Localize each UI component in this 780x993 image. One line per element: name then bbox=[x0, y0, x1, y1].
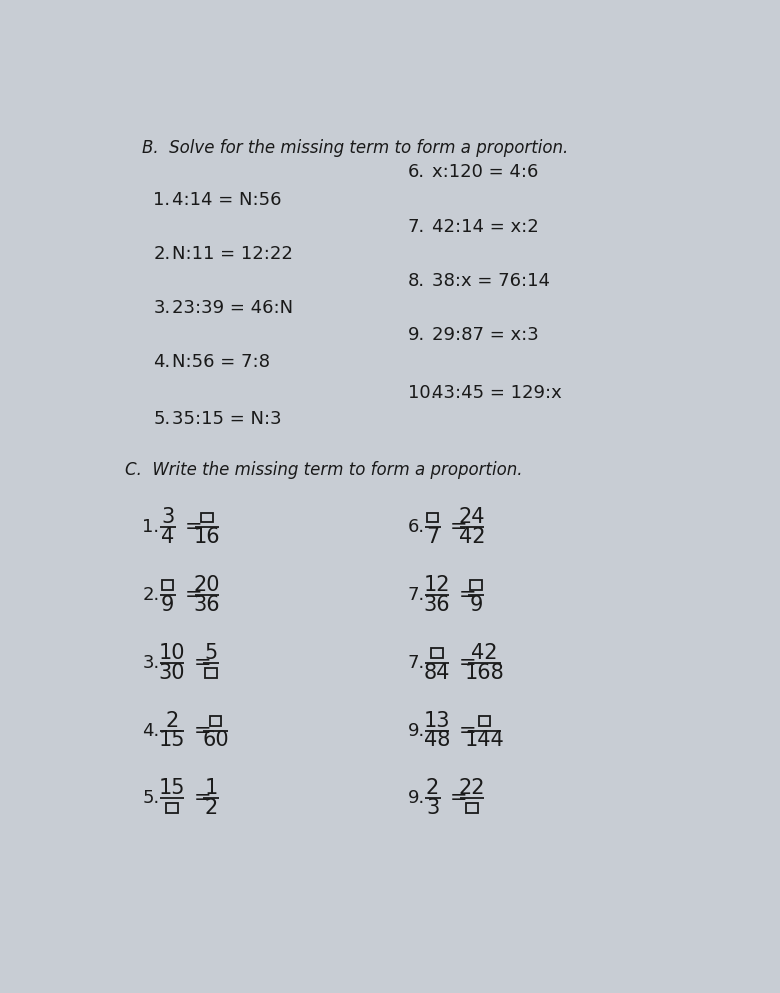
Bar bbox=[431, 648, 442, 658]
Text: 15: 15 bbox=[158, 731, 185, 751]
Text: 10.: 10. bbox=[407, 383, 436, 401]
Text: 42: 42 bbox=[459, 527, 485, 547]
Text: 3: 3 bbox=[161, 507, 174, 527]
Text: 5.: 5. bbox=[143, 789, 160, 807]
Text: 2.: 2. bbox=[154, 245, 171, 263]
Text: 3.: 3. bbox=[154, 299, 171, 317]
Text: 168: 168 bbox=[465, 662, 505, 682]
Text: 2: 2 bbox=[165, 711, 179, 731]
Text: 22: 22 bbox=[459, 779, 485, 798]
Text: N:56 = 7:8: N:56 = 7:8 bbox=[172, 353, 270, 370]
Text: =: = bbox=[185, 517, 203, 537]
Text: x:120 = 4:6: x:120 = 4:6 bbox=[432, 163, 539, 181]
Text: 10: 10 bbox=[158, 642, 185, 663]
Text: 5.: 5. bbox=[154, 410, 171, 428]
Bar bbox=[161, 580, 173, 590]
Text: 43:45 = 129:x: 43:45 = 129:x bbox=[432, 383, 562, 401]
Text: 36: 36 bbox=[424, 595, 450, 615]
Text: 9.: 9. bbox=[407, 326, 425, 344]
Text: 4.: 4. bbox=[154, 353, 171, 370]
Text: =: = bbox=[193, 652, 211, 673]
Text: 15: 15 bbox=[158, 779, 185, 798]
Text: 9.: 9. bbox=[407, 789, 425, 807]
Text: 36: 36 bbox=[193, 595, 221, 615]
Text: 30: 30 bbox=[158, 662, 185, 682]
Text: 7.: 7. bbox=[407, 586, 425, 604]
Text: 7.: 7. bbox=[407, 217, 425, 236]
Text: 60: 60 bbox=[202, 731, 229, 751]
Text: =: = bbox=[193, 721, 211, 741]
Text: 6.: 6. bbox=[407, 518, 424, 536]
Text: =: = bbox=[450, 788, 467, 808]
Text: 24: 24 bbox=[459, 507, 485, 527]
Text: 29:87 = x:3: 29:87 = x:3 bbox=[432, 326, 539, 344]
Text: 9.: 9. bbox=[407, 722, 425, 740]
Text: 2: 2 bbox=[426, 779, 439, 798]
Text: 2: 2 bbox=[204, 798, 218, 818]
Bar bbox=[210, 716, 222, 726]
Text: B.  Solve for the missing term to form a proportion.: B. Solve for the missing term to form a … bbox=[143, 139, 569, 158]
Text: 2.: 2. bbox=[143, 586, 160, 604]
Text: 12: 12 bbox=[424, 575, 450, 595]
Text: 8.: 8. bbox=[407, 272, 424, 290]
Text: 48: 48 bbox=[424, 731, 450, 751]
Text: 1: 1 bbox=[204, 779, 218, 798]
Text: N:11 = 12:22: N:11 = 12:22 bbox=[172, 245, 292, 263]
Bar bbox=[166, 803, 178, 813]
Text: 1.: 1. bbox=[143, 518, 160, 536]
Text: =: = bbox=[193, 788, 211, 808]
Text: 4: 4 bbox=[161, 527, 174, 547]
Text: 9: 9 bbox=[470, 595, 483, 615]
Text: 13: 13 bbox=[424, 711, 450, 731]
Bar bbox=[470, 580, 482, 590]
Text: 144: 144 bbox=[465, 731, 505, 751]
Text: =: = bbox=[459, 585, 476, 605]
Bar bbox=[205, 667, 217, 677]
Text: 38:x = 76:14: 38:x = 76:14 bbox=[432, 272, 551, 290]
Text: 5: 5 bbox=[204, 642, 218, 663]
Bar bbox=[201, 512, 213, 522]
Text: 7: 7 bbox=[426, 527, 439, 547]
Text: 20: 20 bbox=[193, 575, 220, 595]
Text: 3.: 3. bbox=[143, 653, 160, 672]
Text: 35:15 = N:3: 35:15 = N:3 bbox=[172, 410, 282, 428]
Text: 23:39 = 46:N: 23:39 = 46:N bbox=[172, 299, 293, 317]
Bar bbox=[427, 512, 438, 522]
Text: 16: 16 bbox=[193, 527, 221, 547]
Text: 6.: 6. bbox=[407, 163, 424, 181]
Text: 1.: 1. bbox=[154, 191, 170, 209]
Text: 84: 84 bbox=[424, 662, 450, 682]
Bar bbox=[479, 716, 491, 726]
Bar bbox=[466, 803, 478, 813]
Text: C.  Write the missing term to form a proportion.: C. Write the missing term to form a prop… bbox=[125, 461, 522, 479]
Text: 4:14 = N:56: 4:14 = N:56 bbox=[172, 191, 282, 209]
Text: 9: 9 bbox=[161, 595, 174, 615]
Text: =: = bbox=[185, 585, 203, 605]
Text: =: = bbox=[459, 652, 476, 673]
Text: 4.: 4. bbox=[143, 722, 160, 740]
Text: =: = bbox=[459, 721, 476, 741]
Text: 42:14 = x:2: 42:14 = x:2 bbox=[432, 217, 539, 236]
Text: =: = bbox=[450, 517, 467, 537]
Text: 7.: 7. bbox=[407, 653, 425, 672]
Text: 42: 42 bbox=[471, 642, 498, 663]
Text: 3: 3 bbox=[426, 798, 439, 818]
